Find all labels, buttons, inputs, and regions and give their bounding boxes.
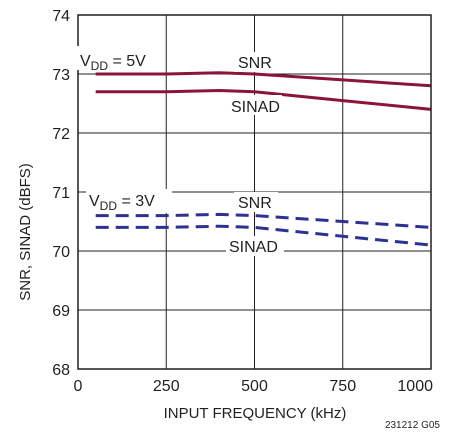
y-tick-label: 74 — [52, 8, 70, 25]
sinad-5v-label-bg — [228, 95, 282, 115]
sinad-3v-label-bg — [226, 236, 284, 256]
y-tick-label: 69 — [52, 303, 70, 320]
vdd3-label: VDD = 3V — [89, 193, 155, 213]
y-axis-title: SNR, SINAD (dBFS) — [17, 163, 34, 301]
x-tick-label: 250 — [153, 378, 180, 395]
y-tick-label: 68 — [52, 362, 70, 379]
vdd5-label: VDD = 5V — [80, 53, 146, 73]
snr-3v-label: SNR — [238, 195, 272, 212]
series-lines — [95, 71, 432, 247]
vdd5-label-bg — [77, 46, 163, 70]
plot-frame — [77, 14, 432, 370]
y-tick-label: 70 — [52, 244, 70, 261]
series-line-snr-5v — [95, 71, 432, 88]
figure-code: 231212 G05 — [385, 420, 440, 431]
y-tick-label: 73 — [52, 67, 70, 84]
x-tick-label: 500 — [241, 378, 268, 395]
y-tick-label: 71 — [52, 185, 70, 202]
snr-5v-label-bg — [234, 52, 278, 72]
snr-3v-label-bg — [234, 192, 278, 212]
y-tick-label: 72 — [52, 126, 70, 143]
snr-5v-label: SNR — [238, 55, 272, 72]
vdd3-label-bg — [86, 189, 172, 213]
x-tick-label: 0 — [74, 378, 83, 395]
series-line-snr-3v — [95, 212, 432, 229]
sinad-3v-label: SINAD — [229, 239, 278, 256]
x-tick-label: 1000 — [397, 378, 433, 395]
series-line-sinad-3v — [95, 224, 432, 247]
x-tick-label: 750 — [329, 378, 356, 395]
series-line-sinad-5v — [95, 89, 432, 111]
tick-labels: 68 69 70 71 72 73 74 0 250 500 750 1000 — [52, 8, 433, 395]
sinad-5v-label: SINAD — [231, 99, 280, 116]
annotations: VDD = 5V SNR SINAD VDD = 3V SNR SINAD — [77, 46, 284, 256]
x-axis-title: INPUT FREQUENCY (kHz) — [164, 405, 347, 422]
